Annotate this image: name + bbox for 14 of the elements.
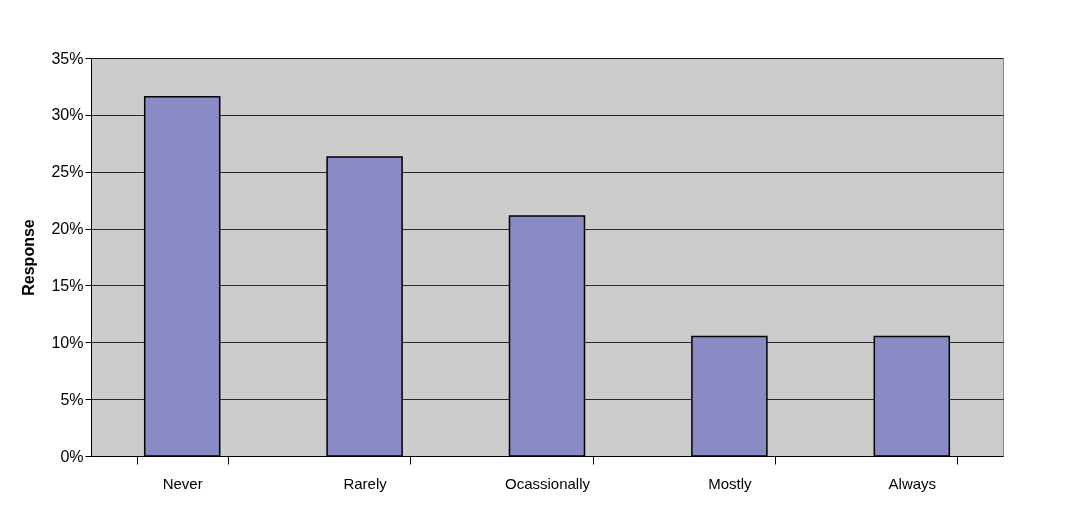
y-axis-title: Response — [20, 219, 38, 296]
y-tick-label: 10% — [51, 333, 84, 351]
x-tick-label: Mostly — [708, 474, 753, 492]
x-tick-label: Always — [888, 474, 937, 492]
x-tick-label: Never — [162, 474, 203, 492]
x-tick-label: Rarely — [343, 474, 388, 492]
y-tick-label: 15% — [51, 276, 84, 294]
y-tick-label: 25% — [51, 163, 84, 181]
y-tick-label: 0% — [60, 447, 84, 465]
y-tick-label: 5% — [60, 390, 84, 408]
y-tick-label: 20% — [51, 220, 84, 238]
y-tick-label: 35% — [51, 49, 84, 67]
x-tick-label: Ocassionally — [504, 474, 591, 492]
y-tick-label: 30% — [51, 106, 84, 124]
